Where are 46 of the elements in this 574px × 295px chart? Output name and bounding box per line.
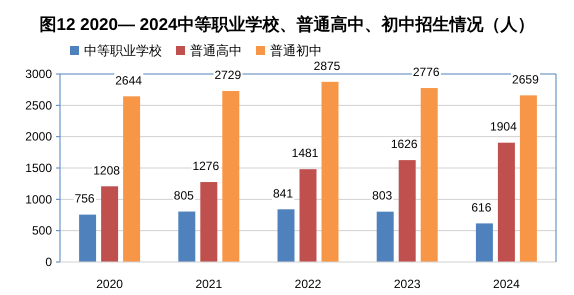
- bar: [278, 209, 294, 262]
- bar: [300, 169, 316, 262]
- data-label: 2776: [412, 65, 440, 80]
- x-tick-label: 2022: [294, 277, 322, 291]
- data-label: 803: [372, 188, 393, 203]
- data-label: 841: [272, 186, 294, 200]
- bar: [79, 214, 96, 262]
- data-label: 1481: [292, 146, 319, 160]
- bar: [420, 88, 438, 262]
- y-tick-label: 0: [45, 255, 52, 269]
- y-tick-label: 1500: [25, 161, 52, 175]
- bar: [222, 90, 240, 262]
- y-tick-label: 2000: [25, 130, 52, 144]
- bar: [178, 212, 196, 262]
- data-label: 616: [471, 200, 492, 214]
- bar: [123, 96, 140, 262]
- x-tick-label: 2020: [96, 277, 124, 291]
- legend-label: 普通初中: [270, 43, 322, 58]
- y-tick-label: 2500: [25, 98, 52, 112]
- data-label: 2659: [512, 72, 540, 86]
- y-tick-label: 1000: [25, 192, 52, 206]
- data-label: 805: [174, 188, 194, 203]
- x-tick-label: 2023: [394, 277, 421, 291]
- data-label: 1904: [490, 120, 518, 134]
- x-tick-label: 2021: [195, 277, 222, 291]
- data-label: 756: [74, 192, 95, 206]
- chart-title: 图12 2020— 2024中等职业学校、普通高中、初中招生情况（人）: [40, 14, 534, 34]
- bar: [322, 82, 338, 262]
- data-label: 1208: [93, 163, 120, 178]
- x-tick-label: 2024: [493, 277, 520, 291]
- legend-label: 中等职业学校: [84, 43, 162, 58]
- data-label: 2729: [214, 68, 242, 82]
- y-tick-label: 3000: [25, 67, 52, 81]
- data-label: 2644: [115, 73, 142, 88]
- data-label: 1626: [390, 137, 418, 152]
- bar: [476, 223, 493, 262]
- data-label: 2875: [314, 58, 341, 73]
- legend-label: 普通高中: [190, 43, 242, 58]
- bar: [200, 182, 218, 262]
- bar: [520, 95, 537, 262]
- bar: [498, 142, 515, 262]
- bar: [376, 212, 394, 262]
- bar: [101, 186, 118, 262]
- y-tick-label: 500: [32, 224, 52, 238]
- data-label: 1276: [192, 159, 220, 174]
- bar: [398, 160, 416, 262]
